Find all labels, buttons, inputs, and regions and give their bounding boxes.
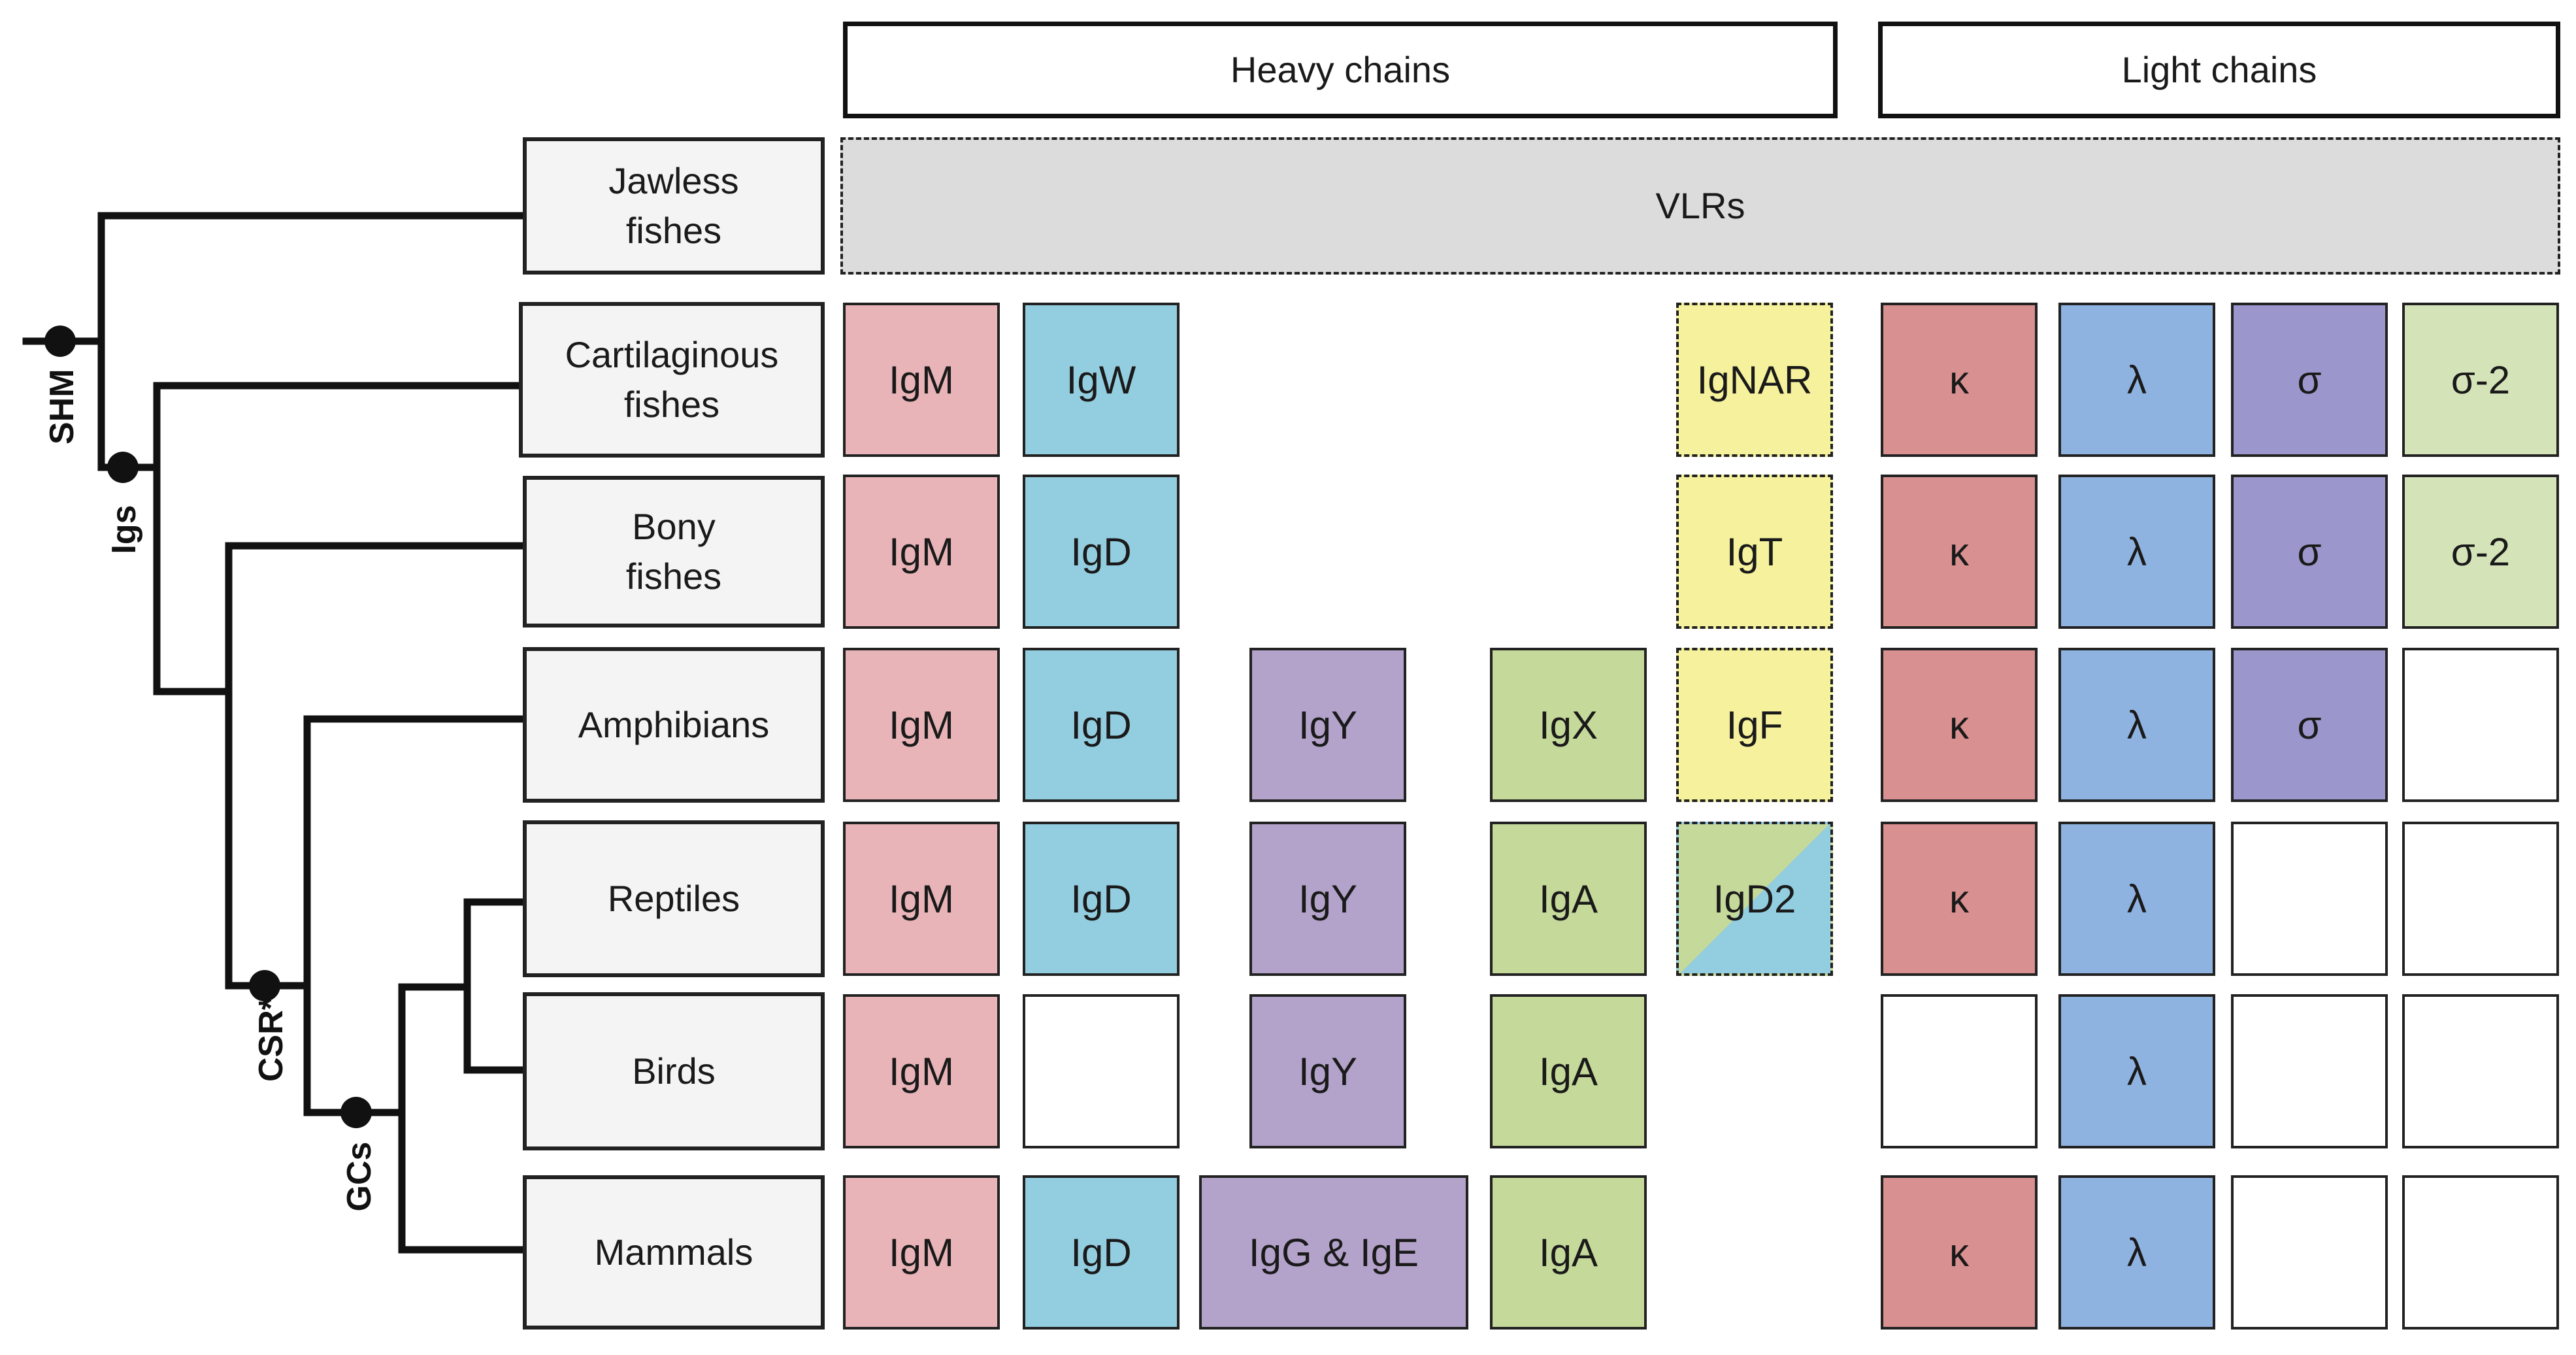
light-chain-sigma-2: σ-2 — [2402, 303, 2559, 457]
light-chain-lambda: λ — [2058, 303, 2215, 457]
heavy-chain-iga: IgA — [1490, 822, 1647, 976]
light-chain-lambda: λ — [2058, 1175, 2215, 1330]
heavy-chain-igm: IgM — [843, 303, 1000, 457]
marker-dot-igs — [107, 452, 139, 483]
taxon-reptiles: Reptiles — [523, 820, 825, 977]
heavy-chain-igm: IgM — [843, 822, 1000, 976]
light-chain-empty — [2402, 822, 2559, 976]
heavy-chain-igd: IgD — [1023, 822, 1180, 976]
light-chain-empty — [2231, 994, 2388, 1148]
light-chain-sigma: σ — [2231, 303, 2388, 457]
taxon-birds: Birds — [523, 992, 825, 1150]
heavy-chain-igm: IgM — [843, 475, 1000, 629]
light-chain-empty — [2231, 1175, 2388, 1330]
heavy-chain-igm: IgM — [843, 648, 1000, 802]
heavy-chain-igg-and-ige: IgG & IgE — [1199, 1175, 1468, 1330]
heavy-chain-ignar: IgNAR — [1676, 303, 1833, 457]
heavy-chain-iga: IgA — [1490, 994, 1647, 1148]
heavy-chain-igm: IgM — [843, 994, 1000, 1148]
taxon-mammals: Mammals — [523, 1175, 825, 1330]
light-chain-kappa: κ — [1881, 648, 2038, 802]
light-chain-kappa: κ — [1881, 475, 2038, 629]
taxon-jawless-fishes: Jawless fishes — [523, 137, 825, 275]
marker-label-csr: CSR* — [252, 996, 290, 1082]
heavy-chain-igm: IgM — [843, 1175, 1000, 1330]
light-chain-lambda: λ — [2058, 648, 2215, 802]
taxon-cartilaginous-fishes: Cartilaginous fishes — [519, 302, 825, 458]
heavy-chain-igy: IgY — [1249, 648, 1406, 802]
light-chain-lambda: λ — [2058, 822, 2215, 976]
light-chain-empty — [2402, 648, 2559, 802]
heavy-chain-igy: IgY — [1249, 994, 1406, 1148]
light-chain-sigma: σ — [2231, 475, 2388, 629]
light-chain-kappa: κ — [1881, 303, 2038, 457]
heavy-chain-igd2: IgD2 — [1676, 822, 1833, 976]
light-chain-empty — [2231, 822, 2388, 976]
vlrs-box: VLRs — [840, 137, 2560, 275]
marker-label-shm: SHM — [43, 369, 81, 444]
light-chain-sigma: σ — [2231, 648, 2388, 802]
heavy-chain-empty — [1023, 994, 1180, 1148]
light-chain-empty — [2402, 994, 2559, 1148]
heavy-chains-header: Heavy chains — [843, 22, 1838, 118]
marker-dot-gcs — [340, 1097, 372, 1128]
marker-dot-csr — [249, 970, 280, 1001]
marker-label-gcs: GCs — [340, 1141, 378, 1212]
light-chain-lambda: λ — [2058, 475, 2215, 629]
light-chain-sigma-2: σ-2 — [2402, 475, 2559, 629]
heavy-chain-iga: IgA — [1490, 1175, 1647, 1330]
heavy-chain-igt: IgT — [1676, 475, 1833, 629]
heavy-chain-igd: IgD — [1023, 1175, 1180, 1330]
heavy-chain-igd: IgD — [1023, 475, 1180, 629]
taxon-bony-fishes: Bony fishes — [523, 476, 825, 627]
light-chain-empty — [2402, 1175, 2559, 1330]
light-chains-header: Light chains — [1878, 22, 2560, 118]
light-chain-empty — [1881, 994, 2038, 1148]
heavy-chain-igy: IgY — [1249, 822, 1406, 976]
heavy-chain-igx: IgX — [1490, 648, 1647, 802]
taxon-amphibians: Amphibians — [523, 647, 825, 803]
heavy-chain-igf: IgF — [1676, 648, 1833, 802]
heavy-chain-igd: IgD — [1023, 648, 1180, 802]
heavy-chain-igw: IgW — [1023, 303, 1180, 457]
light-chain-kappa: κ — [1881, 1175, 2038, 1330]
marker-label-igs: Igs — [105, 505, 143, 554]
light-chain-kappa: κ — [1881, 822, 2038, 976]
marker-dot-shm — [44, 326, 76, 357]
light-chain-lambda: λ — [2058, 994, 2215, 1148]
